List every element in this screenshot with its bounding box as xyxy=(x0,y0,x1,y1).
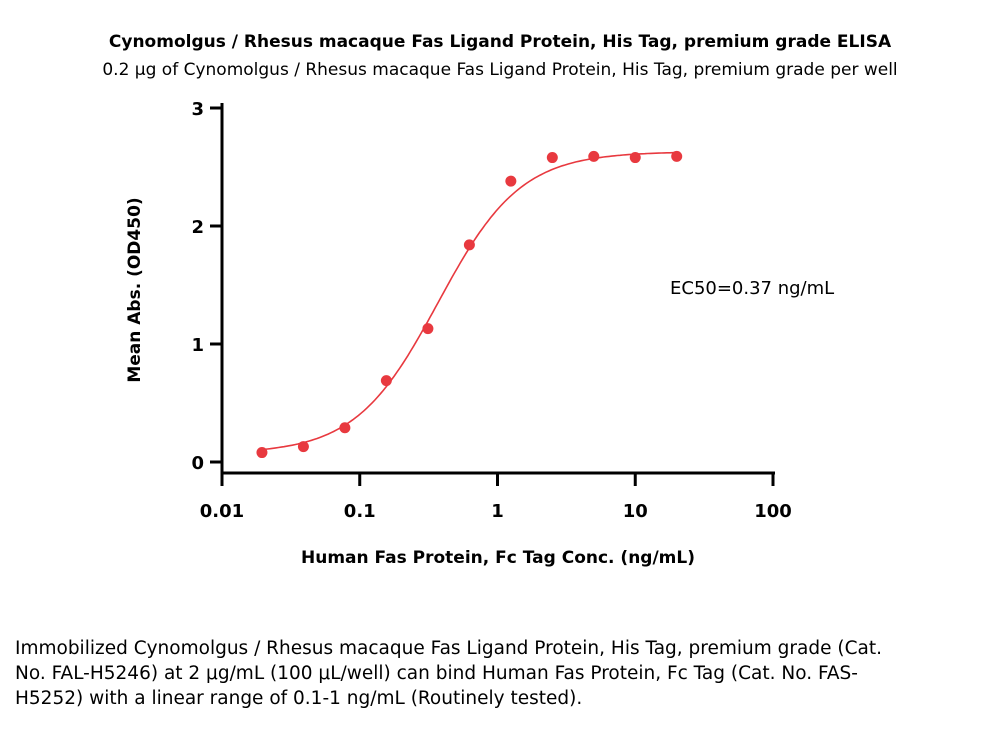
data-point xyxy=(463,239,475,251)
x-tick-label: 10 xyxy=(623,501,648,522)
y-tick-label: 3 xyxy=(191,99,204,120)
ec50-annotation: EC50=0.37 ng/mL xyxy=(670,278,834,299)
x-tick-label: 1 xyxy=(491,501,504,522)
y-axis-label: Mean Abs. (OD450) xyxy=(125,197,145,382)
data-point xyxy=(629,152,641,164)
figure-caption: Immobilized Cynomolgus / Rhesus macaque … xyxy=(15,638,882,709)
x-tick-label: 0.1 xyxy=(344,501,376,522)
data-point xyxy=(505,175,517,187)
y-tick-label: 1 xyxy=(191,335,204,356)
data-point xyxy=(339,422,351,434)
data-point xyxy=(297,441,309,453)
data-point xyxy=(546,152,558,164)
chart-subtitle: 0.2 μg of Cynomolgus / Rhesus macaque Fa… xyxy=(102,60,898,80)
plot-area: Mean Abs. (OD450) Human Fas Protein, Fc … xyxy=(125,99,834,568)
chart-title: Cynomolgus / Rhesus macaque Fas Ligand P… xyxy=(108,32,892,52)
data-point xyxy=(422,323,434,335)
fit-curve xyxy=(261,151,676,451)
x-tick-label: 100 xyxy=(754,501,792,522)
x-axis-label: Human Fas Protein, Fc Tag Conc. (ng/mL) xyxy=(301,548,695,568)
data-point xyxy=(671,150,683,162)
data-point xyxy=(380,375,392,387)
x-tick-label: 0.01 xyxy=(200,501,244,522)
data-point xyxy=(256,447,268,459)
y-tick-label: 2 xyxy=(191,217,204,238)
data-point xyxy=(588,150,600,162)
y-tick-label: 0 xyxy=(191,453,204,474)
